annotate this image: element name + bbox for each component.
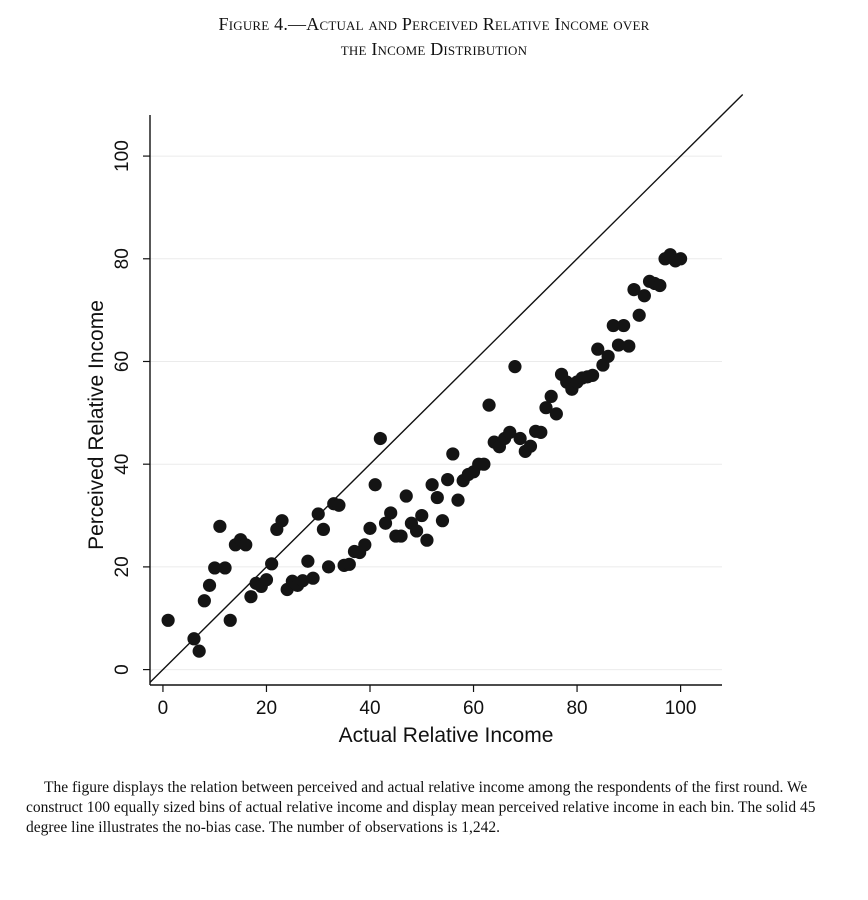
data-point bbox=[523, 439, 538, 453]
figure-title-line-2: the Income Distribution bbox=[340, 39, 528, 59]
data-point bbox=[265, 557, 279, 571]
data-point bbox=[627, 282, 641, 297]
data-point bbox=[446, 447, 460, 461]
data-point bbox=[275, 514, 289, 528]
x-tick-label-80: 80 bbox=[566, 698, 587, 719]
x-tick-label-20: 20 bbox=[256, 698, 277, 719]
data-point bbox=[208, 561, 222, 575]
y-tick-label-40: 40 bbox=[112, 454, 133, 475]
data-point bbox=[606, 318, 620, 333]
data-point bbox=[534, 425, 548, 439]
scatter-chart: 0 20 40 60 80 100 0 20 40 60 80 100 Actual Relative… bbox=[85, 93, 744, 747]
data-point bbox=[539, 401, 553, 415]
data-point bbox=[673, 252, 688, 266]
y-tick-label-60: 60 bbox=[112, 351, 133, 372]
data-point bbox=[311, 507, 325, 521]
data-point bbox=[197, 594, 211, 608]
data-point bbox=[342, 557, 356, 571]
data-point bbox=[637, 289, 651, 303]
data-point bbox=[420, 533, 434, 547]
data-point bbox=[409, 524, 424, 538]
data-point bbox=[611, 338, 626, 352]
data-point bbox=[368, 478, 382, 492]
data-point bbox=[451, 493, 465, 507]
data-point bbox=[601, 349, 615, 363]
x-tick-label-60: 60 bbox=[463, 698, 484, 719]
data-point bbox=[223, 613, 237, 627]
data-point bbox=[415, 508, 429, 523]
data-point bbox=[192, 644, 206, 658]
data-point bbox=[430, 490, 444, 505]
data-point bbox=[296, 574, 310, 588]
y-axis-label: Perceived Relative Income bbox=[85, 300, 108, 550]
x-tick-label-100: 100 bbox=[665, 698, 697, 719]
reference-line-group bbox=[149, 93, 744, 683]
data-point bbox=[477, 457, 491, 471]
data-point bbox=[399, 489, 413, 503]
data-point bbox=[591, 342, 605, 356]
gridlines bbox=[150, 155, 722, 671]
data-point bbox=[161, 613, 175, 627]
data-point bbox=[482, 398, 496, 412]
data-point bbox=[632, 308, 646, 322]
reference-line-45-degree bbox=[149, 93, 744, 683]
data-point bbox=[306, 571, 320, 585]
data-point bbox=[503, 425, 517, 439]
data-point bbox=[363, 521, 377, 535]
data-point bbox=[394, 529, 408, 543]
data-point bbox=[373, 431, 387, 446]
data-point bbox=[321, 560, 336, 574]
data-point bbox=[202, 578, 217, 592]
data-point bbox=[435, 514, 450, 528]
data-point bbox=[244, 590, 258, 604]
figure-caption: The figure displays the relation between… bbox=[26, 779, 816, 836]
figure-title-line-1: Figure 4.—Actual and Perceived Relative … bbox=[218, 14, 650, 34]
x-axis-label: Actual Relative Income bbox=[339, 724, 554, 747]
data-point bbox=[653, 278, 667, 293]
axes: 0 20 40 60 80 100 0 20 40 60 80 100 bbox=[112, 115, 722, 719]
data-point bbox=[513, 431, 527, 446]
data-point bbox=[239, 538, 253, 552]
data-point bbox=[549, 407, 563, 421]
data-point bbox=[378, 516, 393, 530]
x-tick-label-40: 40 bbox=[359, 698, 380, 719]
data-point bbox=[441, 472, 455, 487]
data-point bbox=[213, 519, 227, 533]
data-point bbox=[508, 360, 522, 374]
figure-title: Figure 4.—Actual and Perceived Relative … bbox=[0, 12, 868, 62]
data-point bbox=[622, 339, 636, 353]
y-tick-label-100: 100 bbox=[112, 140, 133, 172]
data-point bbox=[544, 389, 558, 404]
data-point bbox=[617, 318, 631, 333]
data-point bbox=[301, 554, 315, 568]
x-tick-label-0: 0 bbox=[158, 698, 169, 719]
data-point bbox=[259, 573, 274, 587]
data-point bbox=[332, 498, 346, 512]
data-point bbox=[585, 368, 600, 382]
data-points bbox=[161, 248, 688, 658]
y-tick-label-20: 20 bbox=[112, 556, 133, 577]
data-point bbox=[384, 506, 398, 520]
y-tick-label-80: 80 bbox=[112, 248, 133, 269]
data-point bbox=[218, 561, 232, 575]
data-point bbox=[187, 632, 201, 646]
y-tick-label-0: 0 bbox=[112, 664, 133, 675]
data-point bbox=[316, 522, 331, 537]
data-point bbox=[358, 538, 372, 552]
data-point bbox=[425, 478, 439, 492]
